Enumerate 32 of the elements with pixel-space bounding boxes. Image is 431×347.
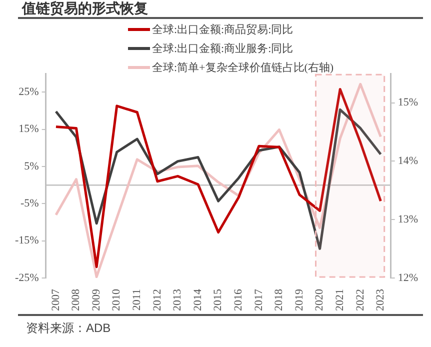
x-tick-label: 2017 [252, 288, 265, 311]
y-tick-label: -15% [15, 234, 39, 247]
x-tick-label: 2023 [374, 288, 387, 311]
text: 资料来源：ADB [26, 320, 111, 337]
x-tick-label: 2020 [314, 288, 326, 311]
x-tick-label: 2007 [50, 288, 62, 311]
y-tick-label: 5% [24, 160, 39, 172]
x-tick-label: 2014 [192, 288, 204, 311]
x-tick-label: 2011 [131, 289, 144, 311]
x-tick-label: 2016 [232, 288, 245, 311]
legend-label: 全球:出口金额:商品贸易:同比 [152, 22, 294, 37]
x-tick-label: 2013 [172, 288, 184, 311]
y-tick-label: -5% [20, 198, 39, 210]
y2-tick-label: 12% [398, 272, 418, 284]
y-tick-label: -25% [15, 272, 39, 284]
x-tick-label: 2009 [90, 288, 102, 311]
x-tick-label: 2015 [212, 288, 224, 311]
y2-tick-label: 15% [398, 96, 418, 109]
chart-title: 值链贸易的形式恢复 [22, 0, 148, 16]
x-tick-label: 2008 [70, 288, 82, 311]
y-tick-label: 25% [18, 86, 39, 98]
y-tick-label: 15% [18, 123, 39, 136]
legend-label: 全球:出口金额:商业服务:同比 [152, 42, 294, 56]
y2-tick-label: 13% [398, 213, 418, 226]
y2-tick-label: 14% [398, 155, 418, 168]
x-tick-label: 2021 [334, 289, 346, 311]
x-tick-label: 2022 [354, 289, 366, 311]
x-tick-label: 2012 [151, 289, 164, 311]
x-tick-label: 2019 [293, 288, 306, 311]
x-tick-label: 2018 [273, 288, 286, 311]
legend-label: 全球:简单+复杂全球价值链占比(右轴) [152, 61, 334, 75]
x-tick-label: 2010 [110, 288, 123, 311]
